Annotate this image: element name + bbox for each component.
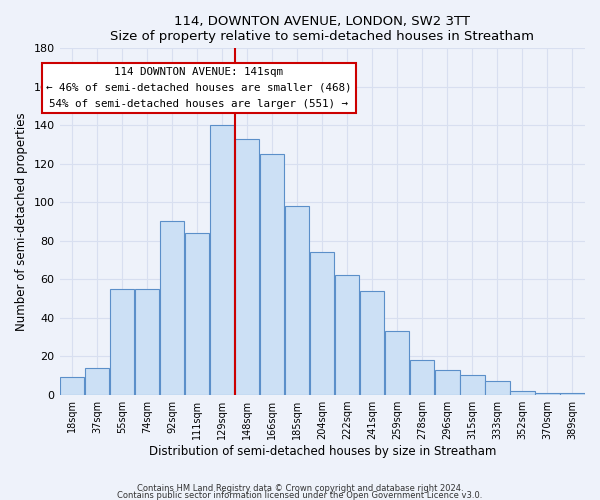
- X-axis label: Distribution of semi-detached houses by size in Streatham: Distribution of semi-detached houses by …: [149, 444, 496, 458]
- Bar: [160, 222, 184, 394]
- Bar: [235, 138, 259, 394]
- Bar: [335, 276, 359, 394]
- Bar: [410, 360, 434, 394]
- Bar: [360, 290, 385, 395]
- Bar: [485, 381, 509, 394]
- Bar: [535, 392, 560, 394]
- Bar: [85, 368, 109, 394]
- Bar: [310, 252, 334, 394]
- Bar: [511, 390, 535, 394]
- Y-axis label: Number of semi-detached properties: Number of semi-detached properties: [15, 112, 28, 331]
- Bar: [60, 378, 84, 394]
- Bar: [460, 376, 485, 394]
- Bar: [560, 392, 584, 394]
- Title: 114, DOWNTON AVENUE, LONDON, SW2 3TT
Size of property relative to semi-detached : 114, DOWNTON AVENUE, LONDON, SW2 3TT Siz…: [110, 15, 534, 43]
- Bar: [285, 206, 310, 394]
- Text: Contains HM Land Registry data © Crown copyright and database right 2024.: Contains HM Land Registry data © Crown c…: [137, 484, 463, 493]
- Bar: [210, 126, 235, 394]
- Bar: [435, 370, 460, 394]
- Bar: [385, 331, 409, 394]
- Text: Contains public sector information licensed under the Open Government Licence v3: Contains public sector information licen…: [118, 492, 482, 500]
- Bar: [135, 289, 159, 395]
- Bar: [185, 233, 209, 394]
- Text: 114 DOWNTON AVENUE: 141sqm
← 46% of semi-detached houses are smaller (468)
54% o: 114 DOWNTON AVENUE: 141sqm ← 46% of semi…: [46, 68, 352, 108]
- Bar: [260, 154, 284, 394]
- Bar: [110, 289, 134, 395]
